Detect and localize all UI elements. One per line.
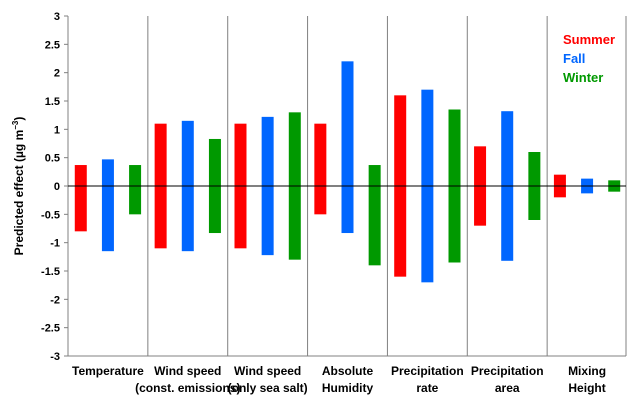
x-category-label: Mixing [568,364,606,378]
y-tick-label: -2.5 [41,323,60,335]
x-category-label: (only sea salt) [228,381,308,395]
x-category-label: Precipitation [471,364,544,378]
x-category-label: Precipitation [391,364,464,378]
bar-fall [341,61,354,234]
x-category-label: Humidity [322,381,374,395]
x-axis-labels: Temperature Wind speed (const. emissions) W… [72,364,606,395]
y-axis: 3 2.5 2 1.5 1 0.5 0 -0.5 -1 -1.5 -2 -2.5 -3 [41,11,68,363]
bar-winter [368,165,381,266]
y-tick-label: -2 [50,294,60,306]
x-category-label: area [495,381,520,395]
x-category-label: Height [568,381,605,395]
bar-fall [101,159,114,252]
y-tick-label: 0.5 [45,153,60,165]
legend: Summer Fall Winter [563,32,615,85]
y-tick-label: -1.5 [41,266,60,278]
x-category-label: Wind speed [154,364,221,378]
x-category-label: Absolute [322,364,374,378]
y-tick-label: -0.5 [41,209,60,221]
y-tick-label: 2 [54,68,60,80]
y-axis-label-superscript: −3 [11,120,20,130]
y-tick-label: 3 [54,11,60,23]
legend-entry-winter: Winter [563,70,603,85]
bar-winter [129,165,142,215]
y-tick-label: 1.5 [45,96,60,108]
y-tick-label: -3 [50,351,60,363]
y-tick-label: 1 [54,124,60,136]
y-tick-label: -1 [50,238,60,250]
y-axis-label: Predicted effect (µg m−3) [11,117,26,256]
x-category-label: Temperature [72,364,144,378]
y-axis-label-close: ) [12,117,26,121]
legend-entry-summer: Summer [563,32,615,47]
x-category-label: rate [416,381,438,395]
bar-summer [74,165,87,232]
bars [74,61,621,283]
x-category-label: (const. emissions) [135,381,240,395]
x-category-label: Wind speed [234,364,301,378]
y-tick-label: 2.5 [45,39,60,51]
legend-entry-fall: Fall [563,51,585,66]
y-tick-label: 0 [54,181,60,193]
bar-summer [314,123,327,215]
